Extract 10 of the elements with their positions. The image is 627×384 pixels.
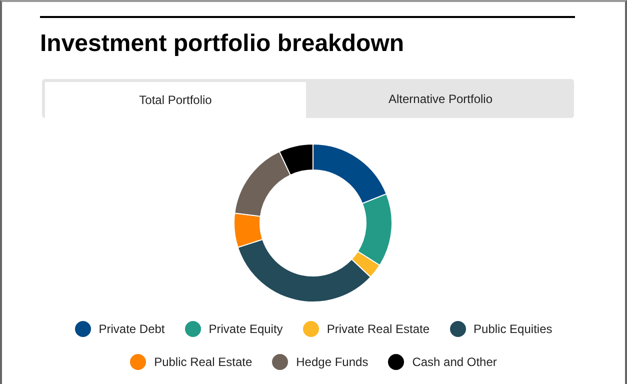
text: Alternative Portfolio [387, 91, 494, 108]
legend-label: Private Equity [208, 322, 283, 336]
chart-title: Investment portfolio breakdown [40, 30, 404, 58]
legend-label: Private Real Estate [326, 322, 430, 336]
legend-label: Hedge Funds [296, 355, 368, 369]
text: Total Portfolio [45, 82, 306, 118]
legend-label: Public Equities [474, 322, 552, 336]
legend-label: Cash and Other [412, 355, 497, 369]
legend-label: Public Real Estate [154, 355, 252, 369]
legend-label: Private Debt [98, 322, 165, 336]
